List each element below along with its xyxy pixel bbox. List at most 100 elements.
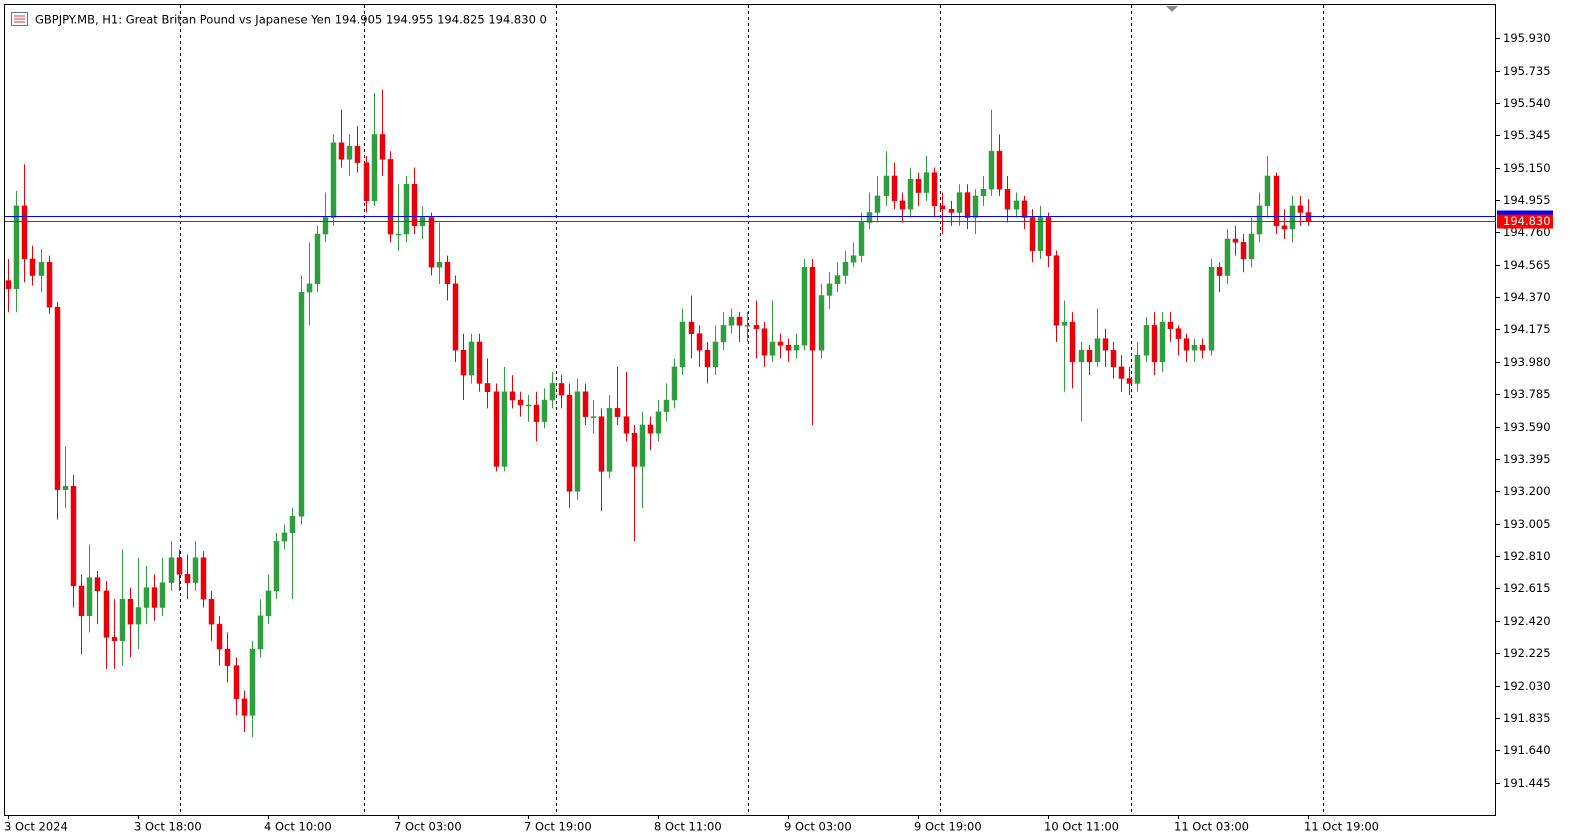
- candle-body: [1183, 338, 1190, 351]
- y-tick-label: 192.615: [1503, 581, 1551, 595]
- candle-body: [558, 383, 565, 396]
- candle-body: [801, 267, 808, 346]
- candle-body: [809, 267, 816, 351]
- x-tick-label: 11 Oct 03:00: [1174, 820, 1249, 834]
- candle-body: [233, 665, 240, 700]
- candle-body: [785, 345, 792, 351]
- candle-body: [1273, 175, 1280, 227]
- candle-body: [176, 557, 183, 575]
- candle-body: [1045, 217, 1052, 256]
- candle-body: [1143, 325, 1150, 356]
- candle-body: [590, 416, 597, 418]
- y-tick-label: 193.395: [1503, 452, 1551, 466]
- y-tick-label: 191.835: [1503, 711, 1551, 725]
- candle-body: [1216, 267, 1223, 276]
- candle-body: [289, 515, 296, 534]
- candle-body: [1134, 354, 1141, 384]
- x-tick-label: 11 Oct 19:00: [1304, 820, 1379, 834]
- candle-body: [1126, 378, 1133, 384]
- candle-body: [1281, 225, 1288, 230]
- candle-body: [484, 383, 491, 392]
- candle-body: [1021, 200, 1028, 218]
- candle-body: [38, 262, 45, 276]
- candle-body: [111, 637, 118, 641]
- candle-body: [964, 192, 971, 218]
- candle-body: [549, 383, 556, 401]
- candle-body: [598, 416, 605, 472]
- candle-body: [972, 195, 979, 218]
- candle-body: [744, 325, 751, 327]
- candle-body: [1240, 242, 1247, 260]
- symbol-icon: [11, 12, 28, 26]
- candle-body: [1004, 188, 1011, 210]
- candle-body: [127, 598, 134, 625]
- candle-body: [793, 345, 800, 351]
- candle-body: [647, 424, 654, 434]
- candle-body: [915, 179, 922, 193]
- y-tick-label: 193.785: [1503, 387, 1551, 401]
- candle-body: [298, 291, 305, 517]
- candle-body: [338, 142, 345, 160]
- candle-body: [1013, 200, 1020, 210]
- x-tick-label: 4 Oct 10:00: [264, 820, 332, 834]
- candle-body: [411, 184, 418, 227]
- candle-body: [395, 233, 402, 236]
- candle-body: [54, 306, 61, 490]
- x-tick-label: 10 Oct 11:00: [1044, 820, 1119, 834]
- candle-body: [988, 150, 995, 190]
- candle-body: [13, 205, 20, 290]
- candle-body: [94, 577, 101, 592]
- chart-title: GBPJPY.MB, H1: Great Britan Pound vs Jap…: [35, 13, 547, 27]
- x-tick-label: 3 Oct 18:00: [134, 820, 202, 834]
- candle-body: [224, 648, 231, 666]
- candle-body: [46, 262, 53, 308]
- candle-body: [281, 532, 288, 542]
- x-tick-label: 3 Oct 2024: [4, 820, 68, 834]
- candle-body: [736, 316, 743, 326]
- candle-body: [907, 179, 914, 210]
- candle-body: [671, 366, 678, 401]
- candle-body: [493, 391, 500, 467]
- candle-body: [777, 341, 784, 346]
- x-tick-label: 9 Oct 03:00: [784, 820, 852, 834]
- candle-body: [119, 598, 126, 641]
- candle-body: [143, 587, 150, 608]
- candle-body: [541, 399, 548, 422]
- candle-body: [1069, 321, 1076, 363]
- candle-body: [899, 200, 906, 210]
- candle-body: [387, 159, 394, 235]
- candle-body: [1208, 267, 1215, 351]
- candle-body: [826, 283, 833, 296]
- y-tick-label: 193.200: [1503, 484, 1551, 498]
- candle-body: [103, 590, 110, 638]
- candle-body: [306, 283, 313, 293]
- candle-body: [866, 212, 873, 223]
- candle-body: [5, 280, 12, 290]
- candle-body: [1151, 325, 1158, 363]
- y-tick-label: 191.445: [1503, 776, 1551, 790]
- y-tick-label: 195.150: [1503, 161, 1551, 175]
- candle-body: [606, 408, 613, 472]
- candle-body: [1256, 205, 1263, 235]
- candle-body: [582, 391, 589, 417]
- candle-body: [29, 258, 36, 276]
- candle-body: [931, 172, 938, 207]
- y-tick-label: 193.980: [1503, 355, 1551, 369]
- candle-body: [21, 205, 28, 260]
- candle-body: [159, 582, 166, 608]
- candle-body: [948, 208, 955, 213]
- candle-body: [688, 321, 695, 334]
- candle-body: [216, 623, 223, 650]
- candle-body: [842, 262, 849, 276]
- y-tick-label: 192.420: [1503, 614, 1551, 628]
- candle-body: [704, 349, 711, 368]
- candle-body: [753, 325, 760, 329]
- candle-body: [566, 394, 573, 492]
- x-tick-label: 9 Oct 19:00: [914, 820, 982, 834]
- candle-body: [663, 399, 670, 412]
- candle-body: [184, 574, 191, 583]
- y-tick-label: 195.930: [1503, 31, 1551, 45]
- y-tick-label: 195.345: [1503, 128, 1551, 142]
- candle-body: [1094, 338, 1101, 363]
